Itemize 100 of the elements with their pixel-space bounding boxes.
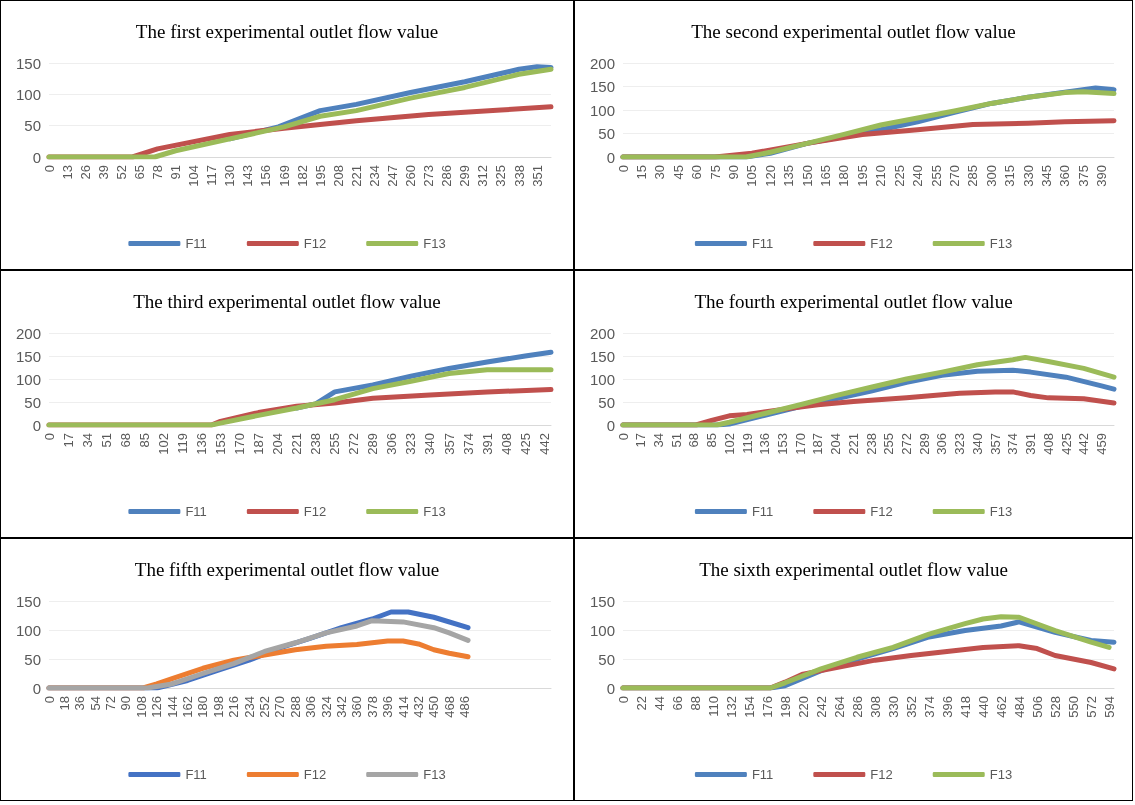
x-tick-label: 340 [422,433,438,455]
y-tick-label: 200 [589,324,615,342]
x-tick-label: 0 [615,696,631,704]
x-tick-label: 306 [303,696,319,718]
x-tick-label: 176 [759,696,775,718]
x-tick-label: 221 [289,433,305,455]
x-tick-label: 255 [881,433,897,455]
x-tick-label: 88 [687,696,703,711]
x-tick-label: 324 [318,696,334,718]
x-tick-label: 208 [330,165,346,187]
x-tick-label: 17 [633,433,649,448]
x-tick-label: 238 [308,433,324,455]
x-tick-label: 418 [957,696,973,718]
legend-label: F12 [870,504,893,519]
y-tick-label: 150 [15,54,41,72]
x-tick-label: 0 [41,433,57,441]
x-tick-label: 357 [441,433,457,455]
x-tick-label: 198 [777,696,793,718]
y-tick-label: 50 [598,125,615,142]
chart-title: The third experimental outlet flow value [133,291,441,312]
x-tick-label: 0 [615,433,631,441]
legend-label: F11 [751,236,774,251]
legend-label: F11 [185,767,207,782]
y-tick-label: 50 [24,393,41,411]
x-tick-label: 462 [993,696,1009,718]
y-tick-label: 100 [15,85,41,103]
x-tick-label: 156 [258,165,274,187]
x-tick-label: 425 [517,433,533,455]
y-tick-label: 200 [15,324,41,342]
x-tick-label: 528 [1047,696,1063,718]
x-tick-label: 22 [633,696,649,711]
x-tick-label: 117 [204,165,220,186]
x-tick-label: 234 [241,696,257,718]
x-tick-label: 52 [113,165,129,180]
x-tick-label: 260 [403,165,419,187]
x-tick-label: 162 [180,696,196,718]
x-tick-label: 180 [836,165,852,187]
y-tick-label: 150 [15,347,41,365]
x-tick-label: 299 [457,165,473,187]
x-tick-label: 136 [757,433,773,455]
chart-title: The fourth experimental outlet flow value [694,291,1013,312]
x-tick-label: 486 [457,696,473,718]
x-tick-label: 240 [910,165,926,187]
x-tick-label: 54 [87,696,103,711]
x-tick-label: 221 [845,433,861,455]
x-tick-label: 408 [498,433,514,455]
x-tick-label: 375 [1075,165,1091,187]
x-tick-label: 270 [272,696,288,718]
x-tick-label: 484 [1011,696,1027,718]
x-tick-label: 312 [475,165,491,187]
x-tick-label: 374 [921,696,937,718]
x-tick-label: 36 [72,696,88,711]
y-tick-label: 50 [598,393,615,411]
x-tick-label: 468 [441,696,457,718]
legend-label: F13 [423,236,446,251]
x-tick-label: 594 [1101,696,1117,718]
x-tick-label: 220 [795,696,811,718]
x-tick-label: 170 [792,433,808,455]
y-tick-label: 100 [15,621,41,639]
x-tick-label: 13 [59,165,75,180]
x-tick-label: 425 [1058,433,1074,455]
x-tick-label: 108 [133,696,149,718]
x-tick-label: 144 [164,696,180,718]
x-tick-label: 18 [56,696,72,711]
y-tick-label: 50 [598,650,615,668]
legend-label: F12 [303,504,327,519]
x-tick-label: 264 [831,696,847,718]
x-tick-label: 204 [270,433,286,455]
x-tick-label: 72 [103,696,119,711]
x-tick-label: 345 [1038,165,1054,187]
x-tick-label: 0 [615,165,631,173]
y-tick-label: 150 [589,78,615,95]
x-tick-label: 150 [799,165,815,187]
x-tick-label: 450 [426,696,442,718]
x-tick-label: 102 [721,433,737,455]
x-tick-label: 15 [633,165,649,180]
x-tick-label: 136 [193,433,209,455]
legend-label: F13 [989,504,1013,519]
x-tick-label: 374 [460,433,476,455]
x-tick-label: 0 [41,165,57,173]
x-tick-label: 432 [410,696,426,718]
x-tick-label: 442 [1076,433,1092,455]
x-tick-label: 330 [885,696,901,718]
y-tick-label: 150 [15,592,41,610]
x-tick-label: 391 [479,433,495,455]
y-tick-label: 150 [589,347,615,365]
x-tick-label: 285 [965,165,981,187]
x-tick-label: 255 [928,165,944,187]
x-tick-label: 143 [240,165,256,187]
x-tick-label: 120 [762,165,778,187]
legend-label: F13 [989,236,1013,251]
legend-label: F13 [423,767,446,782]
x-tick-label: 34 [79,433,95,448]
x-tick-label: 17 [60,433,76,448]
x-tick-label: 195 [312,165,328,187]
legend-label: F12 [870,767,893,782]
x-tick-label: 91 [168,165,184,180]
x-tick-label: 221 [348,165,364,187]
x-tick-label: 390 [1094,165,1110,187]
x-tick-label: 550 [1065,696,1081,718]
